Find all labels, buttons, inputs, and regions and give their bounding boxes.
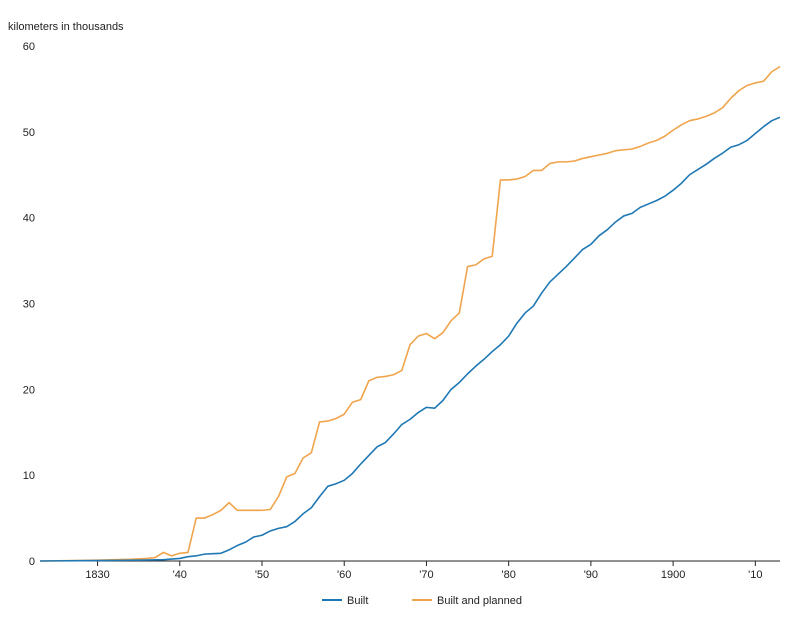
y-tick-label: 60 (23, 41, 35, 53)
series-line-built (39, 116, 781, 562)
x-tick-label: '70 (419, 569, 433, 581)
x-tick-label: 1830 (85, 569, 109, 581)
y-tick-label: 30 (23, 299, 35, 311)
legend-label: Built (347, 595, 368, 607)
y-tick-label: 0 (29, 556, 35, 568)
legend-label: Built and planned (437, 595, 522, 607)
series-lines (39, 65, 781, 562)
x-tick-label: '50 (255, 569, 269, 581)
x-tick-label: '10 (748, 569, 762, 581)
y-tick-label: 20 (23, 384, 35, 396)
x-tick-label: 1900 (661, 569, 685, 581)
x-tick-label: '40 (173, 569, 187, 581)
x-axis: 1830 '40 '50 '60 '70 '80 '90 1900 '10 (85, 561, 763, 581)
y-axis-title: kilometers in thousands (8, 21, 124, 33)
x-tick-label: '80 (501, 569, 515, 581)
x-tick-label: '60 (337, 569, 351, 581)
y-tick-label: 10 (23, 470, 35, 482)
series-line-built-and-planned (39, 65, 781, 562)
y-axis: 0 10 20 30 40 50 60 (23, 41, 35, 568)
legend: Built Built and planned (322, 595, 522, 607)
y-tick-label: 40 (23, 213, 35, 225)
x-tick-label: '90 (584, 569, 598, 581)
y-tick-label: 50 (23, 127, 35, 139)
